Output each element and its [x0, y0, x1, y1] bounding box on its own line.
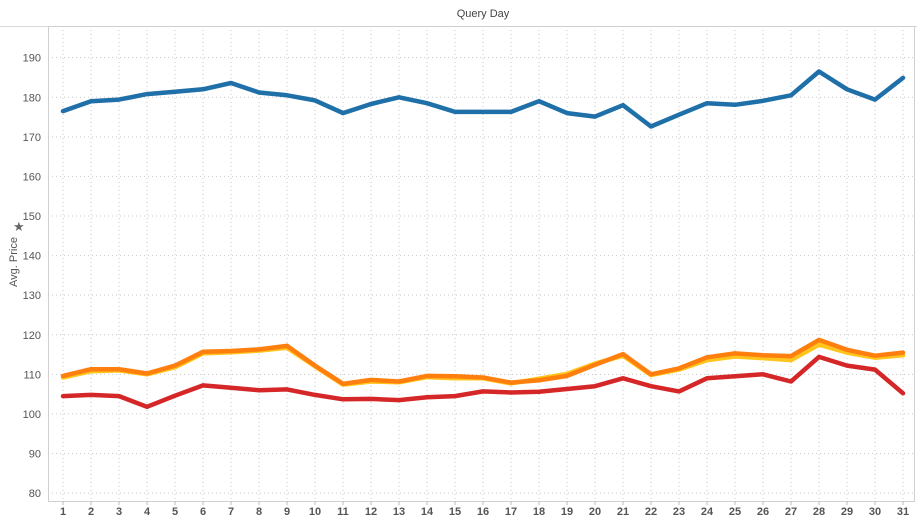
y-tick-label: 120	[23, 330, 41, 342]
x-tick-label: 4	[144, 506, 151, 518]
x-tick-label: 8	[256, 506, 262, 518]
x-tick-label: 1	[60, 506, 66, 518]
x-tick-label: 25	[729, 506, 741, 518]
series-line-3[interactable]	[60, 337, 906, 387]
x-tick-label: 9	[284, 506, 290, 518]
y-tick-label: 140	[23, 251, 41, 263]
x-tick-label: 7	[228, 506, 234, 518]
x-tick-label: 16	[477, 506, 489, 518]
x-tick-label: 18	[533, 506, 545, 518]
y-tick-label: 80	[29, 488, 41, 500]
x-tick-label: 28	[813, 506, 825, 518]
x-tick-label: 12	[365, 506, 377, 518]
x-tick-label: 31	[897, 506, 909, 518]
x-tick-label: 20	[589, 506, 601, 518]
y-tick-label: 110	[23, 369, 41, 381]
plot-frame	[48, 26, 915, 502]
x-axis: 1 2 3 4 5 6 7 8 9 10 11 12 13 14 15 16 17 18 19 20 21 22 23 24 2…	[60, 501, 909, 518]
series-line-4[interactable]	[60, 354, 906, 410]
series-lines	[60, 69, 906, 410]
y-axis-label: Avg. Price	[8, 237, 20, 287]
y-tick-label: 90	[29, 449, 41, 461]
y-axis: 80 90 100 110 120 130 140 150 160 170 180 190	[23, 53, 41, 500]
x-tick-label: 30	[869, 506, 881, 518]
x-tick-label: 2	[88, 506, 94, 518]
x-tick-label: 19	[561, 506, 573, 518]
x-tick-label: 13	[393, 506, 405, 518]
x-tick-label: 24	[701, 506, 714, 518]
y-tick-label: 180	[23, 92, 41, 104]
x-tick-label: 17	[505, 506, 517, 518]
x-tick-label: 26	[757, 506, 769, 518]
grid-lines	[48, 26, 914, 501]
chart-title: Query Day	[457, 8, 510, 20]
x-tick-label: 29	[841, 506, 853, 518]
y-tick-label: 150	[23, 211, 41, 223]
y-tick-label: 130	[23, 290, 41, 302]
x-tick-label: 23	[673, 506, 685, 518]
x-tick-label: 22	[645, 506, 657, 518]
y-tick-label: 160	[23, 171, 41, 183]
x-tick-label: 6	[200, 506, 206, 518]
series-line-1[interactable]	[60, 69, 906, 129]
pin-icon[interactable]: ★	[13, 220, 25, 235]
x-tick-label: 15	[449, 506, 461, 518]
x-tick-label: 5	[172, 506, 178, 518]
x-tick-label: 10	[309, 506, 321, 518]
x-tick-label: 27	[785, 506, 797, 518]
x-tick-label: 11	[337, 506, 349, 518]
x-tick-label: 21	[617, 506, 629, 518]
y-tick-label: 190	[23, 53, 41, 65]
y-tick-label: 170	[23, 132, 41, 144]
x-tick-label: 14	[421, 506, 434, 518]
y-tick-label: 100	[23, 409, 41, 421]
x-tick-label: 3	[116, 506, 122, 518]
